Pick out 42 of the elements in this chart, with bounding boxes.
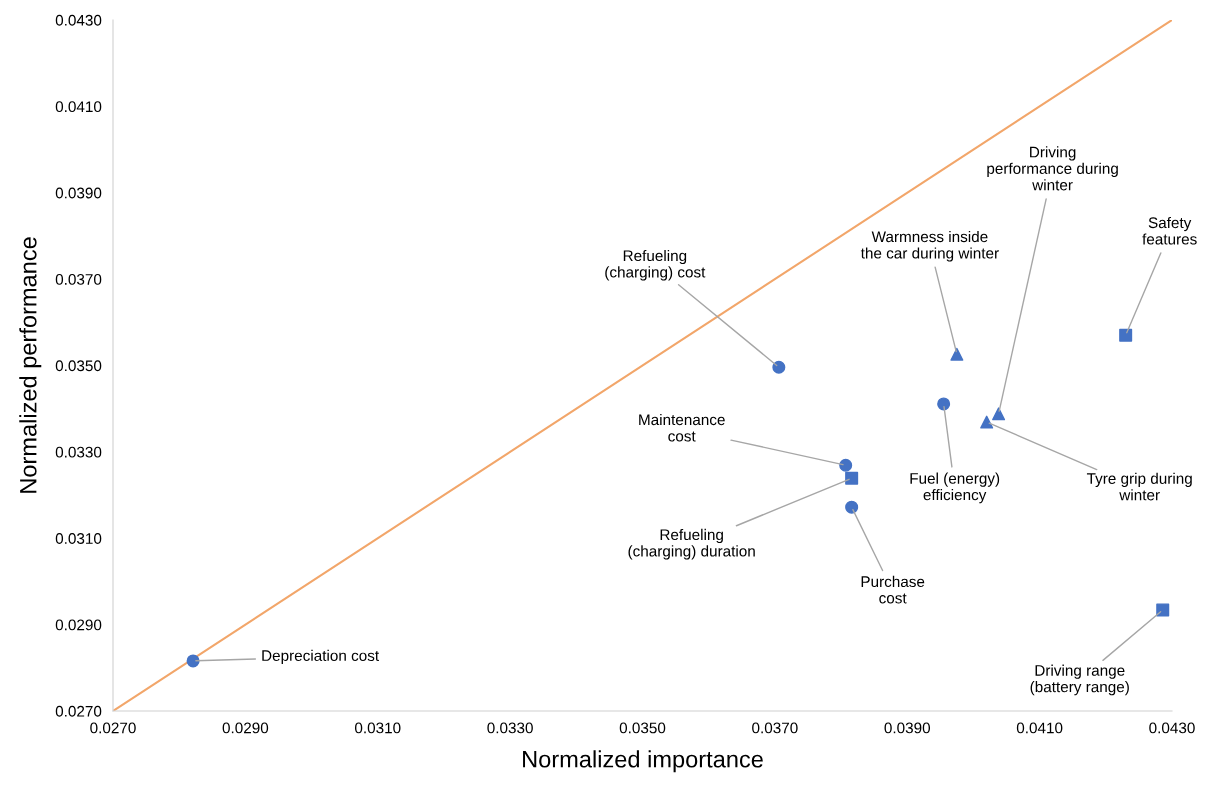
point bbox=[1119, 328, 1133, 342]
y-tick-label: 0.0310 bbox=[55, 533, 102, 544]
point bbox=[1156, 603, 1170, 617]
y-tick-label: 0.0330 bbox=[55, 446, 102, 458]
point bbox=[845, 471, 859, 485]
annotation: Depreciation cost bbox=[262, 649, 379, 665]
point bbox=[992, 407, 1006, 421]
annotation: Tyre grip during winter bbox=[1086, 472, 1192, 501]
y-tick-label: 0.0370 bbox=[55, 273, 102, 285]
annotation: Purchase cost bbox=[861, 575, 925, 604]
x-tick-label: 0.0270 bbox=[90, 722, 136, 734]
annotation: Safety features bbox=[1142, 216, 1197, 245]
x-axis-title: Normalized importance bbox=[523, 750, 763, 773]
x-tick-label: 0.0370 bbox=[752, 722, 798, 734]
point bbox=[839, 458, 853, 472]
point bbox=[980, 415, 994, 429]
x-tick-label: 0.0330 bbox=[487, 722, 533, 734]
annotation: Driving range (battery range) bbox=[1030, 664, 1129, 696]
point bbox=[845, 500, 859, 514]
y-tick-label: 0.0390 bbox=[55, 187, 102, 199]
point bbox=[772, 360, 786, 374]
y-tick-label: 0.0290 bbox=[55, 619, 102, 631]
annotation: Refueling (charging) cost bbox=[605, 249, 706, 281]
y-tick-label: 0.0350 bbox=[55, 360, 102, 372]
y-tick-label: 0.0430 bbox=[55, 14, 102, 26]
annotation: Driving performance during winter bbox=[987, 146, 1118, 191]
x-tick-label: 0.0430 bbox=[1149, 722, 1195, 734]
annotation: Fuel (energy) efficiency bbox=[910, 472, 1000, 504]
y-axis-title: Normalized performance bbox=[19, 237, 42, 493]
x-tick-label: 0.0410 bbox=[1016, 722, 1063, 734]
x-tick-label: 0.0310 bbox=[354, 722, 401, 734]
y-tick-label: 0.0270 bbox=[55, 705, 102, 717]
x-tick-label: 0.0290 bbox=[222, 722, 269, 734]
annotation: Warmness inside the car during winter bbox=[860, 230, 999, 262]
point bbox=[186, 654, 200, 668]
x-tick-label: 0.0350 bbox=[619, 722, 666, 734]
point bbox=[950, 347, 964, 361]
annotation: Refueling (charging) duration bbox=[628, 528, 755, 560]
y-tick-label: 0.0410 bbox=[55, 101, 102, 113]
annotation: Maintenance cost bbox=[639, 413, 725, 442]
x-tick-label: 0.0390 bbox=[884, 722, 931, 734]
point bbox=[937, 397, 951, 411]
